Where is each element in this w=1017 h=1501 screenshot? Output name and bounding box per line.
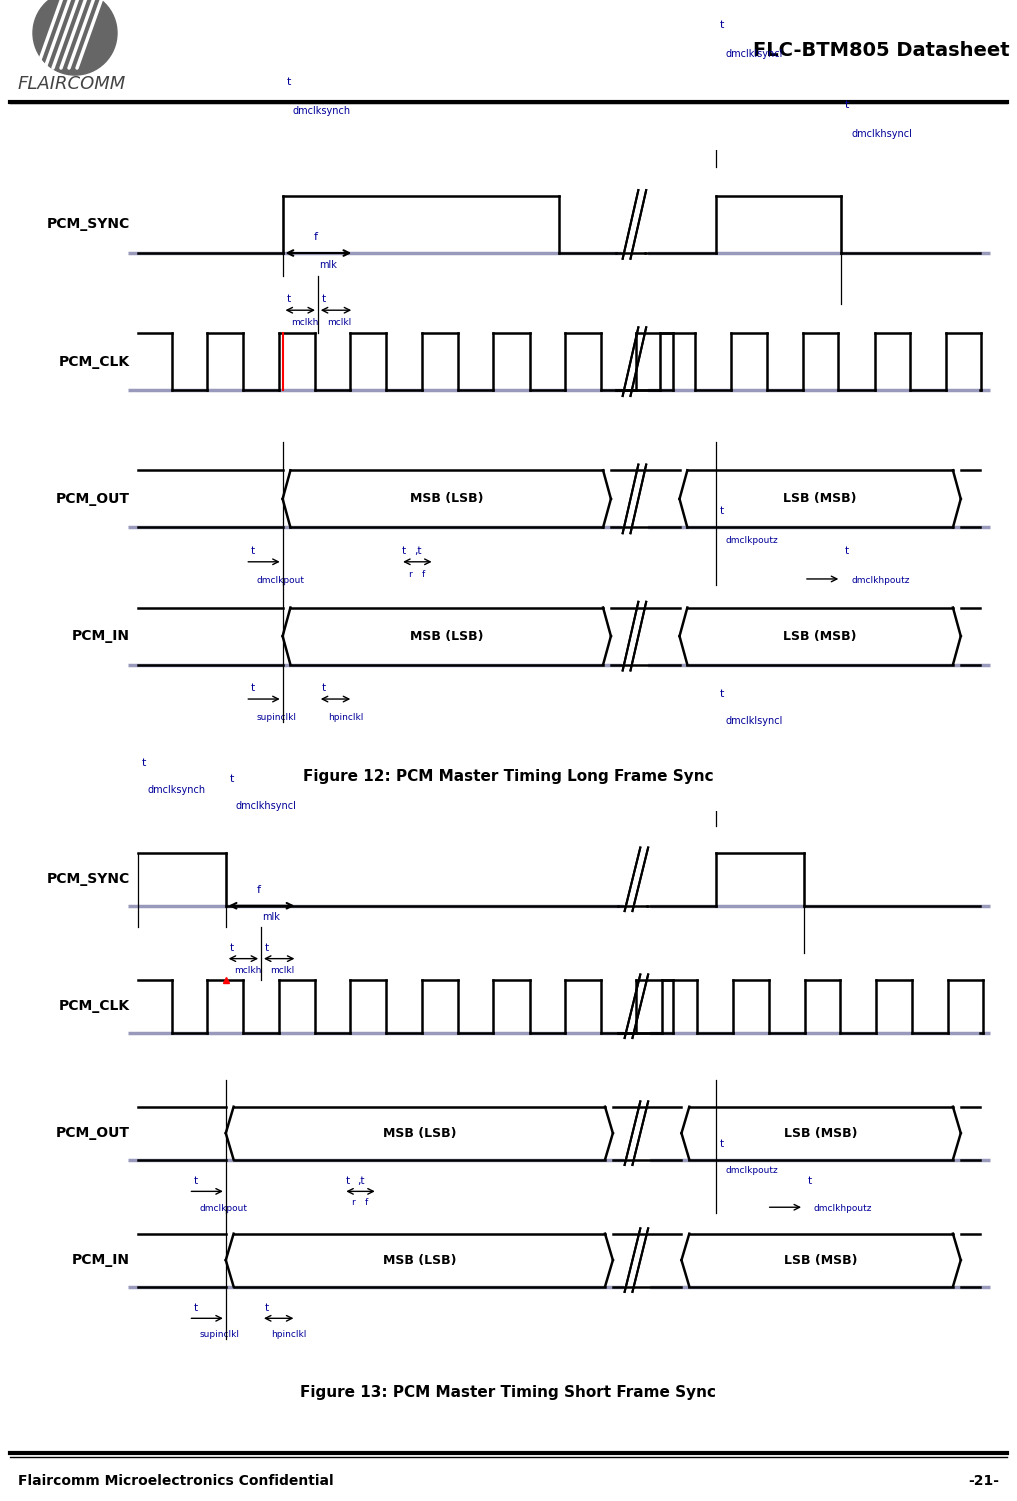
- Text: supinclkl: supinclkl: [199, 1330, 239, 1339]
- Text: dmclksynch: dmclksynch: [147, 785, 205, 794]
- Text: dmclkhsyncl: dmclkhsyncl: [236, 800, 296, 811]
- Text: mclkh: mclkh: [292, 318, 318, 327]
- Text: LSB (MSB): LSB (MSB): [784, 1253, 858, 1267]
- Text: dmclklsyncl: dmclklsyncl: [725, 48, 783, 59]
- Text: t: t: [720, 1139, 724, 1150]
- Text: LSB (MSB): LSB (MSB): [783, 492, 857, 506]
- Text: hpinclkl: hpinclkl: [271, 1330, 306, 1339]
- Text: FLAIRCOMM: FLAIRCOMM: [18, 75, 126, 93]
- Text: dmclkpout: dmclkpout: [199, 1204, 247, 1213]
- Text: t: t: [265, 943, 270, 953]
- Text: t: t: [346, 1177, 350, 1186]
- Text: PCM_CLK: PCM_CLK: [59, 354, 130, 369]
- Text: dmclkhsyncl: dmclkhsyncl: [851, 129, 912, 138]
- Text: t: t: [250, 546, 254, 555]
- Text: dmclkpout: dmclkpout: [256, 576, 304, 585]
- Text: mclkh: mclkh: [235, 965, 262, 974]
- Text: MSB (LSB): MSB (LSB): [410, 492, 483, 506]
- Text: t: t: [402, 546, 407, 555]
- Text: t: t: [193, 1177, 197, 1186]
- Text: t: t: [845, 546, 849, 555]
- Text: MSB (LSB): MSB (LSB): [410, 629, 483, 642]
- Text: t: t: [321, 294, 325, 305]
- Text: mlk: mlk: [319, 260, 338, 270]
- Text: hpinclkl: hpinclkl: [327, 713, 363, 722]
- Text: t: t: [720, 506, 724, 516]
- Text: r: r: [408, 570, 412, 579]
- Text: ,t: ,t: [414, 546, 421, 555]
- Text: t: t: [845, 101, 849, 110]
- Text: f: f: [365, 1198, 368, 1207]
- Text: f: f: [256, 886, 260, 895]
- Text: ,t: ,t: [357, 1177, 364, 1186]
- Text: t: t: [141, 758, 145, 769]
- Text: t: t: [230, 943, 234, 953]
- Text: dmclkpoutz: dmclkpoutz: [725, 1166, 778, 1175]
- Text: t: t: [230, 775, 234, 784]
- Text: dmclklsyncl: dmclklsyncl: [725, 716, 783, 726]
- Text: PCM_OUT: PCM_OUT: [56, 492, 130, 506]
- Text: mclkl: mclkl: [326, 318, 351, 327]
- Text: t: t: [250, 683, 254, 693]
- Text: f: f: [422, 570, 425, 579]
- Text: Flaircomm Microelectronics Confidential: Flaircomm Microelectronics Confidential: [18, 1474, 334, 1487]
- Text: supinclkl: supinclkl: [256, 713, 296, 722]
- Text: mlk: mlk: [262, 911, 281, 922]
- Text: PCM_CLK: PCM_CLK: [59, 1000, 130, 1013]
- Text: LSB (MSB): LSB (MSB): [784, 1127, 858, 1139]
- Text: t: t: [193, 1303, 197, 1313]
- Text: mclkl: mclkl: [270, 965, 294, 974]
- Text: PCM_OUT: PCM_OUT: [56, 1126, 130, 1141]
- Text: PCM_IN: PCM_IN: [72, 629, 130, 642]
- Text: t: t: [720, 689, 724, 699]
- Text: dmclkhpoutz: dmclkhpoutz: [814, 1204, 873, 1213]
- Text: Figure 13: PCM Master Timing Short Frame Sync: Figure 13: PCM Master Timing Short Frame…: [300, 1385, 717, 1399]
- Text: t: t: [265, 1303, 270, 1313]
- Circle shape: [33, 0, 117, 75]
- Text: dmclkhpoutz: dmclkhpoutz: [851, 576, 909, 585]
- Text: MSB (LSB): MSB (LSB): [382, 1253, 456, 1267]
- Text: PCM_IN: PCM_IN: [72, 1253, 130, 1267]
- Text: t: t: [287, 77, 291, 87]
- Text: t: t: [321, 683, 325, 693]
- Text: PCM_SYNC: PCM_SYNC: [47, 872, 130, 886]
- Text: PCM_SYNC: PCM_SYNC: [47, 218, 130, 231]
- Text: f: f: [313, 231, 317, 242]
- Text: t: t: [287, 294, 291, 305]
- Text: LSB (MSB): LSB (MSB): [783, 629, 857, 642]
- Text: Figure 12: PCM Master Timing Long Frame Sync: Figure 12: PCM Master Timing Long Frame …: [303, 770, 714, 784]
- Text: r: r: [351, 1198, 355, 1207]
- Text: dmclksynch: dmclksynch: [293, 105, 351, 116]
- Text: FLC-BTM805 Datasheet: FLC-BTM805 Datasheet: [754, 41, 1010, 60]
- Text: -21-: -21-: [968, 1474, 999, 1487]
- Text: t: t: [807, 1177, 812, 1186]
- Text: dmclkpoutz: dmclkpoutz: [725, 536, 778, 545]
- Text: t: t: [720, 20, 724, 30]
- Text: MSB (LSB): MSB (LSB): [382, 1127, 456, 1139]
